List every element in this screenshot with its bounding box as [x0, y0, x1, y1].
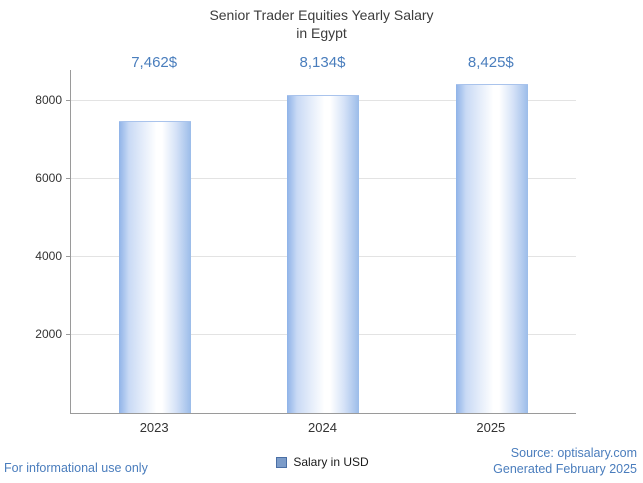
bar-slot-2024	[239, 70, 407, 413]
y-tick-label-4000: 4000	[35, 249, 62, 264]
bar-slot-2023	[71, 70, 239, 413]
bar-slot-2025	[408, 70, 576, 413]
bar-2024	[287, 94, 360, 413]
bar-value-label-2023: 7,462$	[131, 54, 178, 71]
legend-label: Salary in USD	[293, 455, 369, 469]
y-tick-label-2000: 2000	[35, 327, 62, 342]
chart-legend: Salary in USD	[70, 455, 575, 469]
legend-swatch-icon	[276, 456, 288, 468]
y-tickmark	[66, 256, 71, 258]
x-tick-label-2025: 2025	[476, 420, 506, 435]
bars-group	[71, 70, 576, 413]
x-tick-label-2024: 2024	[308, 420, 337, 435]
chart-title: Senior Trader Equities Yearly Salary in …	[0, 6, 643, 42]
chart-title-line1: Senior Trader Equities Yearly Salary	[209, 7, 434, 23]
x-tick-label-2023: 2023	[139, 420, 169, 435]
y-tick-label-6000: 6000	[35, 171, 62, 186]
plot-area: 2000 4000 6000 8000	[35, 70, 576, 414]
generated-date: Generated February 2025	[493, 461, 637, 476]
bar-2023	[119, 121, 192, 413]
bar-value-labels: 7,462$ 8,134$ 8,425$	[70, 54, 575, 71]
bar-2025	[455, 83, 528, 413]
source-attribution: Source: optisalary.com Generated Februar…	[493, 446, 637, 477]
y-tickmark	[66, 178, 71, 180]
bar-value-label-2025: 8,425$	[467, 54, 514, 71]
y-tickmark	[66, 334, 71, 336]
x-axis-labels: 2023 2024 2025	[70, 420, 575, 435]
chart-title-line2: in Egypt	[296, 25, 347, 42]
disclaimer-text: For informational use only	[4, 461, 148, 475]
y-tickmark	[66, 100, 71, 102]
source-link[interactable]: Source: optisalary.com	[510, 446, 637, 460]
y-tick-label-8000: 8000	[35, 93, 62, 108]
bar-value-label-2024: 8,134$	[299, 54, 346, 71]
